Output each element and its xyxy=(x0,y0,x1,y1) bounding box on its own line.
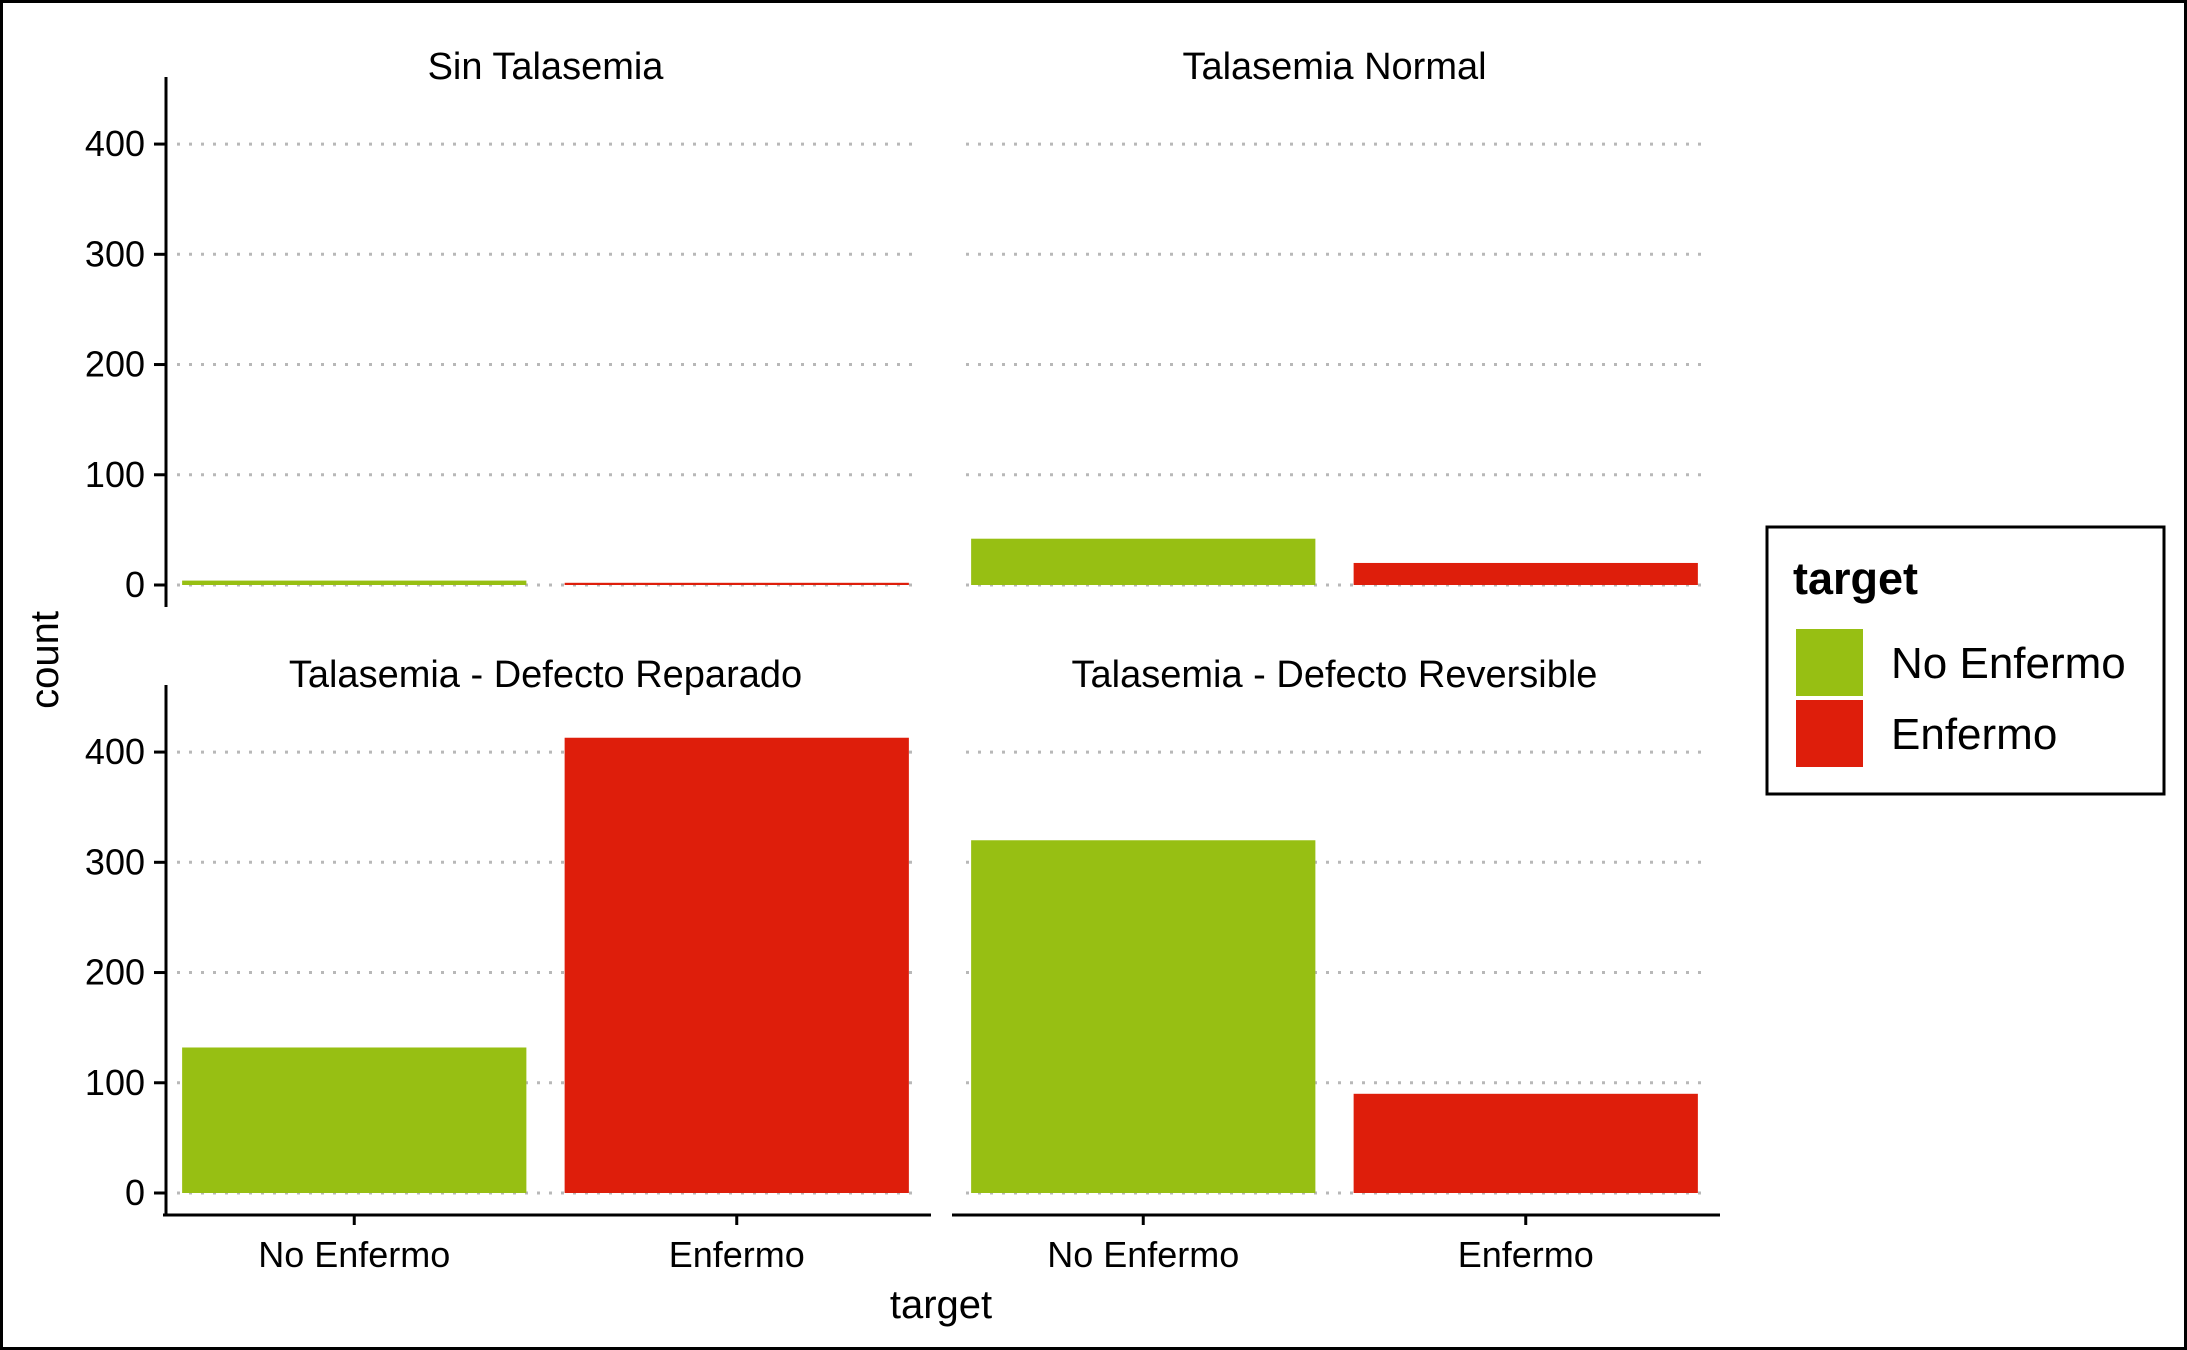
legend-label-enfermo: Enfermo xyxy=(1891,710,2057,759)
y-tick-label: 300 xyxy=(85,841,145,882)
panel-talasemia-defecto-reparado: Talasemia - Defecto Reparado 0 100 200 300 40… xyxy=(85,654,931,1275)
x-tick-label: Enfermo xyxy=(1458,1234,1594,1275)
y-tick-label: 100 xyxy=(85,1062,145,1103)
legend-key-enfermo xyxy=(1796,700,1863,767)
bar-enfermo xyxy=(1353,1093,1698,1193)
bar-enfermo xyxy=(564,582,909,585)
panel-talasemia-defecto-reversible: Talasemia - Defecto Reversible No Enfermo… xyxy=(952,654,1720,1275)
bar-enfermo xyxy=(564,737,909,1193)
x-tick-label: No Enfermo xyxy=(258,1234,450,1275)
y-tick-label: 100 xyxy=(85,454,145,495)
panel-title: Talasemia - Defecto Reparado xyxy=(289,654,802,696)
y-tick-label: 200 xyxy=(85,344,145,385)
panel-talasemia-normal: Talasemia Normal xyxy=(966,46,1703,587)
legend-title: target xyxy=(1793,553,1918,604)
bar-no-enfermo xyxy=(182,1047,527,1193)
panel-title: Sin Talasemia xyxy=(428,46,665,88)
y-tick-label: 400 xyxy=(85,731,145,772)
y-tick-label: 300 xyxy=(85,233,145,274)
y-tick-label: 0 xyxy=(125,564,145,605)
y-tick-label: 400 xyxy=(85,123,145,164)
bar-no-enfermo xyxy=(971,538,1316,585)
legend-label-no-enfermo: No Enfermo xyxy=(1891,639,2126,688)
x-tick-label: No Enfermo xyxy=(1047,1234,1239,1275)
y-axis-title: count xyxy=(23,611,67,709)
x-axis-title: target xyxy=(890,1283,992,1327)
panel-title: Talasemia Normal xyxy=(1182,46,1486,88)
bar-no-enfermo xyxy=(182,580,527,585)
x-tick-label: Enfermo xyxy=(669,1234,805,1275)
legend: target No Enfermo Enfermo xyxy=(1765,525,2166,796)
faceted-bar-chart: Sin Talasemia 0 100 200 300 400 Talasemia Norm… xyxy=(23,46,2166,1327)
panel-title: Talasemia - Defecto Reversible xyxy=(1072,654,1598,696)
y-tick-label: 0 xyxy=(125,1172,145,1213)
bar-no-enfermo xyxy=(971,840,1316,1193)
panels: Sin Talasemia 0 100 200 300 400 Talasemia Norm… xyxy=(85,46,1720,1275)
y-tick-label: 200 xyxy=(85,952,145,993)
legend-key-no-enfermo xyxy=(1796,629,1863,696)
bar-enfermo xyxy=(1353,562,1698,585)
panel-sin-talasemia: Sin Talasemia 0 100 200 300 400 xyxy=(85,46,914,607)
